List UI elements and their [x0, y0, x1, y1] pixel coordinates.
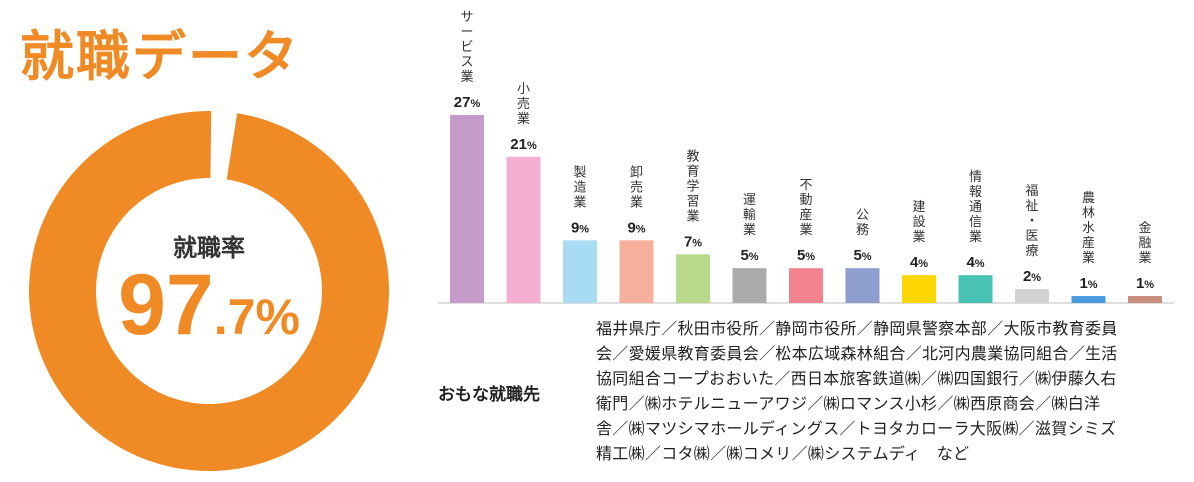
category-label: 公務 — [856, 208, 869, 238]
employers-line: 衛門／㈱ホテルニューアワジ／㈱ロマンス小杉／㈱西原商会／㈱白洋 — [596, 394, 1101, 413]
data-label: 2% — [1023, 268, 1041, 285]
data-label: 4% — [966, 254, 984, 271]
category-label: 卸売業 — [630, 164, 643, 210]
data-label: 21% — [510, 136, 537, 153]
bar — [1128, 296, 1162, 303]
category-label: 福祉・医療 — [1025, 184, 1038, 259]
data-label: 5% — [740, 247, 758, 264]
bar — [619, 240, 654, 303]
employers-line: 精工㈱／コタ㈱／㈱コメリ／㈱システムディ など — [596, 444, 970, 463]
employers-line: 舎／㈱マツシマホールディングス／トヨタカローラ大阪㈱／滋賀シミズ — [596, 419, 1117, 438]
data-label: 4% — [910, 254, 928, 271]
category-label: 情報通信業 — [969, 170, 982, 245]
category-label: 小売業 — [517, 82, 530, 127]
bar — [1071, 296, 1106, 303]
data-label: 7% — [684, 233, 702, 250]
employers-heading: おもな就職先 — [438, 385, 540, 405]
donut-filled-arc — [29, 111, 390, 471]
category-label: 農林水産業 — [1082, 191, 1095, 266]
bar — [789, 268, 823, 303]
page-title: 就職データ — [20, 25, 300, 88]
industry-bar-chart: 27% サービス業 21% 小売業 9% 製造業 9% 卸売業 7% 教育学習業 5% 運輸業 5% 不動… — [438, 10, 1174, 304]
data-label: 1% — [1136, 275, 1154, 292]
bar — [1015, 289, 1049, 303]
data-label: 9% — [627, 219, 645, 236]
category-label: 金融業 — [1138, 220, 1151, 266]
employers-line: 協同組合コープおおいた／西日本旅客鉄道㈱／㈱四国銀行／㈱伊藤久右 — [596, 369, 1117, 388]
bar — [563, 240, 597, 303]
employers-list: 福井県庁／秋田市役所／静岡市役所／静岡県警察本部／大阪市教育委員 会／愛媛県教育委… — [596, 316, 1181, 466]
data-label: 5% — [853, 247, 871, 264]
employment-rate-donut — [29, 111, 390, 471]
employers-line: 会／愛媛県教育委員会／松本広域森林組合／北河内農業協同組合／生活 — [596, 344, 1118, 363]
category-label: 教育学習業 — [686, 148, 699, 224]
category-label: 不動産業 — [799, 178, 812, 238]
category-label: 運輸業 — [743, 193, 756, 238]
bar — [676, 254, 710, 303]
category-label: 建設業 — [912, 200, 925, 245]
employers-line: 福井県庁／秋田市役所／静岡市役所／静岡県警察本部／大阪市教育委員 — [596, 319, 1118, 338]
bar — [845, 268, 880, 303]
bar — [450, 115, 484, 303]
bar — [902, 275, 936, 303]
employment-rate-label: 就職率 — [173, 234, 245, 262]
bar — [732, 268, 767, 303]
data-label: 1% — [1079, 275, 1097, 292]
bar — [958, 275, 993, 303]
data-label: 27% — [454, 94, 481, 111]
employment-rate-value: 97.7% — [28, 262, 390, 348]
employment-rate-integer: 97 — [118, 257, 214, 353]
category-label: サービス業 — [460, 10, 473, 85]
bar — [506, 156, 541, 303]
data-label: 9% — [571, 219, 589, 236]
category-label: 製造業 — [573, 165, 586, 210]
data-label: 5% — [797, 247, 815, 264]
employment-rate-decimal: .7% — [213, 289, 300, 345]
